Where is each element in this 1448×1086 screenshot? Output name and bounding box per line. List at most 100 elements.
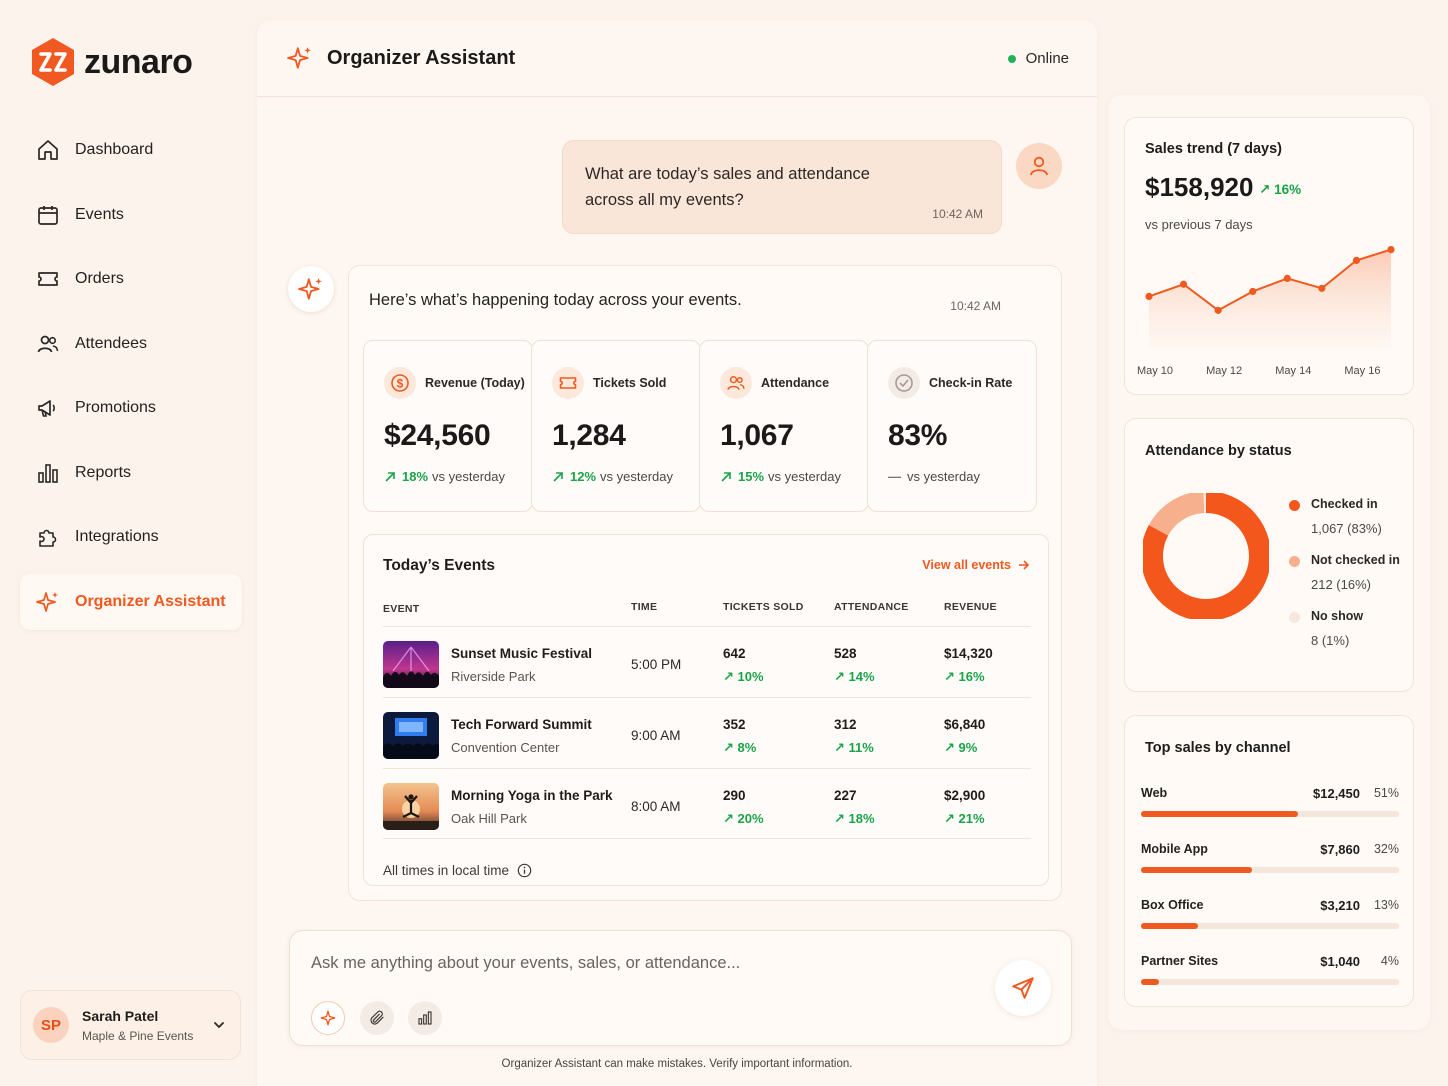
stat-change: 15%	[738, 469, 765, 484]
chevron-down-icon[interactable]	[212, 1018, 226, 1032]
users-icon	[37, 335, 59, 352]
sidebar-item-label: Promotions	[75, 399, 156, 416]
legend-swatch	[1289, 500, 1300, 511]
event-venue: Oak Hill Park	[451, 811, 527, 826]
assistant-message: Here’s what’s happening today across you…	[348, 265, 1062, 901]
revenue-change: ↗ 21%	[944, 811, 985, 826]
attendance-change: ↗ 11%	[834, 740, 874, 755]
table-title: Today’s Events	[383, 557, 495, 574]
sales-subtitle: vs previous 7 days	[1145, 217, 1253, 232]
sidebar-item-orders[interactable]: Orders	[20, 251, 242, 307]
stat-card-attendance: Attendance 1,067 15% vs yesterday	[699, 340, 869, 512]
stat-change: —	[888, 469, 901, 484]
legend-label: No show	[1311, 609, 1364, 623]
table-row[interactable]: Tech Forward Summit Convention Center 9:…	[383, 697, 1031, 768]
view-all-events-link[interactable]: View all events	[922, 558, 1030, 572]
stat-value: 1,284	[552, 419, 626, 452]
card-title: Top sales by channel	[1145, 740, 1291, 756]
attendance-status-card: Attendance by status Checked in 1,067 (8…	[1124, 418, 1414, 692]
stat-card-checkin-rate: Check-in Rate 83% — vs yesterday	[867, 340, 1037, 512]
user-icon	[1030, 156, 1048, 176]
channel-value: $1,040	[1320, 954, 1360, 969]
channel-percent: 13%	[1373, 898, 1399, 912]
sparkle-icon	[287, 47, 311, 69]
sales-change-value: 16%	[1274, 182, 1302, 197]
column-header-revenue: REVENUE	[944, 601, 997, 613]
sidebar-item-reports[interactable]: Reports	[20, 445, 242, 501]
stat-value: 1,067	[720, 419, 794, 452]
chat-header: Organizer Assistant Online	[257, 20, 1097, 97]
ticket-icon	[38, 272, 58, 286]
info-icon[interactable]	[517, 863, 532, 878]
channel-name: Box Office	[1141, 898, 1204, 912]
legend-value: 212 (16%)	[1311, 577, 1371, 592]
legend-item: No show 8 (1%)	[1289, 609, 1400, 648]
sidebar-item-organizer-assistant[interactable]: Organizer Assistant	[20, 573, 242, 630]
send-button[interactable]	[995, 960, 1051, 1016]
sidebar-item-integrations[interactable]: Integrations	[20, 509, 242, 565]
puzzle-icon	[39, 529, 57, 547]
channel-row: Box Office $3,210 13%	[1141, 898, 1399, 940]
trend-point	[1352, 256, 1361, 264]
insights-panel: Sales trend (7 days) $158,920 ↗ 16% vs p…	[1108, 95, 1430, 1030]
attendance-value: 227	[834, 788, 857, 803]
timezone-note: All times in local time	[383, 863, 532, 878]
sidebar-item-promotions[interactable]: Promotions	[20, 380, 242, 436]
sales-trend-card: Sales trend (7 days) $158,920 ↗ 16% vs p…	[1124, 117, 1414, 395]
channel-name: Web	[1141, 786, 1168, 800]
tickets-value: 642	[723, 646, 746, 661]
user-menu[interactable]: SP Sarah Patel Maple & Pine Events	[20, 990, 241, 1060]
channel-value: $12,450	[1313, 786, 1360, 801]
event-venue: Convention Center	[451, 740, 560, 755]
top-channels-card: Top sales by channel Web $12,450 51% Mob…	[1124, 715, 1414, 1007]
concert-image	[383, 641, 439, 688]
stat-suffix: vs yesterday	[768, 469, 842, 484]
table-row[interactable]: Sunset Music Festival Riverside Park 5:0…	[383, 626, 1031, 697]
message-time: 10:42 AM	[932, 207, 983, 221]
tickets-change: ↗ 20%	[723, 811, 764, 826]
sidebar-item-events[interactable]: Events	[20, 187, 242, 243]
sales-change: ↗ 16%	[1259, 182, 1302, 197]
calendar-icon	[38, 205, 58, 225]
legend-label: Checked in	[1311, 497, 1378, 511]
arrow-up-right-icon	[385, 471, 395, 482]
channel-row: Web $12,450 51%	[1141, 786, 1399, 828]
tickets-change: ↗ 10%	[723, 669, 764, 684]
yoga-image	[383, 783, 439, 830]
send-icon	[1012, 977, 1034, 999]
disclaimer: Organizer Assistant can make mistakes. V…	[501, 1058, 853, 1070]
event-name: Morning Yoga in the Park	[451, 788, 613, 803]
message-input[interactable]	[311, 949, 971, 977]
chat-panel: Organizer Assistant Online What are toda…	[257, 20, 1097, 1086]
channel-name: Partner Sites	[1141, 954, 1219, 968]
logo[interactable]: zunaro	[30, 37, 193, 87]
donut-legend: Checked in 1,067 (83%) Not checked in 21…	[1289, 497, 1400, 665]
bar-chart-icon	[38, 463, 58, 483]
attach-button[interactable]	[360, 1001, 394, 1035]
x-tick-label: May 10	[1137, 365, 1173, 377]
channel-name: Mobile App	[1141, 842, 1208, 856]
ai-suggestions-button[interactable]	[311, 1001, 345, 1035]
column-header-time: TIME	[631, 601, 658, 613]
tickets-value: 290	[723, 788, 746, 803]
channel-row: Partner Sites $1,040 4%	[1141, 954, 1399, 996]
assistant-avatar	[288, 266, 334, 312]
sidebar-item-dashboard[interactable]: Dashboard	[20, 122, 242, 178]
view-all-label: View all events	[922, 558, 1011, 572]
stat-value: $24,560	[384, 419, 491, 452]
table-row[interactable]: Morning Yoga in the Park Oak Hill Park 8…	[383, 768, 1031, 839]
stat-suffix: vs yesterday	[907, 469, 980, 484]
column-header-tickets: TICKETS SOLD	[723, 601, 804, 613]
sidebar-item-attendees[interactable]: Attendees	[20, 316, 242, 372]
legend-swatch	[1289, 612, 1300, 623]
message-composer	[289, 930, 1072, 1046]
column-header-event: EVENT	[383, 603, 420, 615]
message-time: 10:42 AM	[950, 299, 1001, 313]
sidebar-nav: Dashboard Events Orders Attendees Promot…	[20, 122, 242, 638]
insert-chart-button[interactable]	[408, 1001, 442, 1035]
arrow-up-right-icon	[721, 471, 731, 482]
attendance-change: ↗ 14%	[834, 669, 875, 684]
tickets-change: ↗ 8%	[723, 740, 757, 755]
brand-name: zunaro	[84, 42, 193, 81]
trend-point	[1318, 284, 1326, 292]
